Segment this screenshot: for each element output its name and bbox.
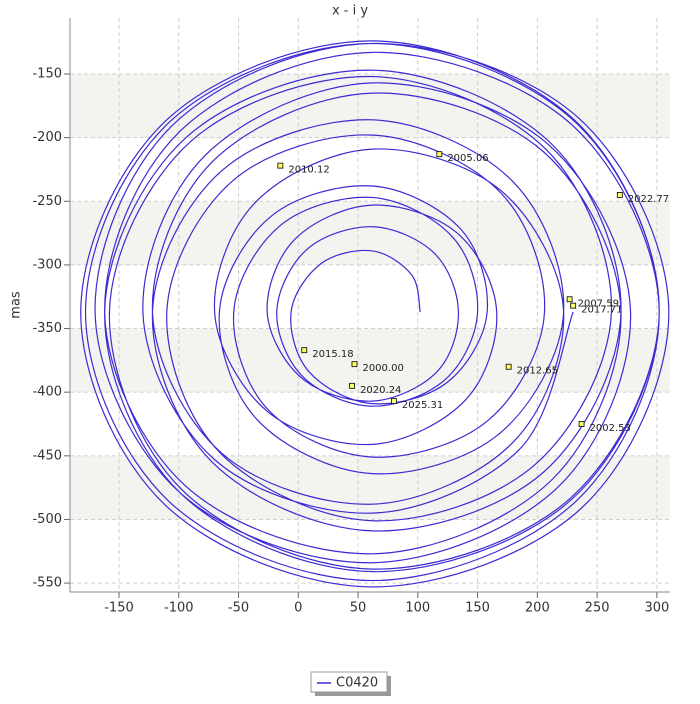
annotation-marker bbox=[566, 296, 573, 303]
annotation-label: 2005.06 bbox=[447, 153, 488, 164]
annotation-label: 2010.12 bbox=[288, 165, 329, 176]
x-tick-label: 250 bbox=[585, 601, 610, 616]
y-tick-label: -150 bbox=[32, 67, 62, 82]
annotation-label: 2025.31 bbox=[402, 400, 443, 411]
axes: -550-500-450-400-350-300-250-200-150-150… bbox=[32, 18, 670, 616]
y-tick-label: -400 bbox=[32, 385, 62, 400]
x-tick-label: -50 bbox=[228, 601, 249, 616]
annotation-marker bbox=[505, 363, 512, 370]
annotation-label: 2007.59 bbox=[578, 298, 619, 309]
annotation-label: 2015.18 bbox=[312, 349, 353, 360]
annotation-marker bbox=[578, 421, 585, 427]
y-tick-label: -250 bbox=[32, 194, 62, 209]
x-tick-label: 200 bbox=[525, 601, 550, 616]
y-tick-label: -300 bbox=[32, 257, 62, 272]
annotation-label: 2022.77 bbox=[628, 194, 669, 205]
x-tick-label: 150 bbox=[465, 601, 490, 616]
y-tick-label: -450 bbox=[32, 448, 62, 463]
plot: 2000.00 2002.53 2005.06 2007.59 2010.12 2012.… bbox=[80, 40, 670, 588]
x-tick-label: -150 bbox=[104, 601, 134, 616]
x-tick-label: 50 bbox=[350, 601, 367, 616]
annotation-marker bbox=[301, 347, 308, 354]
x-tick-label: 100 bbox=[405, 601, 430, 616]
y-tick-label: -500 bbox=[32, 512, 62, 527]
annotation-label: 2000.00 bbox=[362, 363, 403, 374]
y-axis-label: mas bbox=[9, 291, 24, 319]
annotation-marker bbox=[351, 361, 358, 368]
annotation-marker bbox=[616, 192, 623, 198]
annotation-marker bbox=[277, 162, 284, 169]
y-tick-label: -350 bbox=[32, 321, 62, 336]
band bbox=[70, 201, 670, 265]
annotation-marker bbox=[391, 398, 397, 404]
annotation-marker bbox=[349, 382, 355, 389]
legend-label: C0420 bbox=[336, 676, 378, 691]
annotation-label: 2017.71 bbox=[581, 305, 622, 316]
bands bbox=[70, 18, 670, 592]
x-tick-label: -100 bbox=[164, 601, 194, 616]
x-tick-label: 300 bbox=[644, 601, 669, 616]
chart-title: x - i y bbox=[332, 4, 368, 19]
series-line bbox=[80, 40, 670, 588]
annotation-label: 2002.53 bbox=[590, 423, 631, 434]
x-tick-label: 0 bbox=[294, 601, 302, 616]
annotation-marker bbox=[570, 302, 577, 309]
annotation-label: 2012.65 bbox=[517, 366, 558, 377]
legend: C0420 bbox=[310, 671, 391, 696]
annotation-marker bbox=[436, 151, 443, 158]
grid bbox=[70, 18, 670, 592]
y-tick-label: -550 bbox=[32, 576, 62, 591]
y-tick-label: -200 bbox=[32, 130, 62, 145]
legend-box bbox=[310, 671, 388, 693]
annotation-label: 2020.24 bbox=[360, 385, 401, 396]
